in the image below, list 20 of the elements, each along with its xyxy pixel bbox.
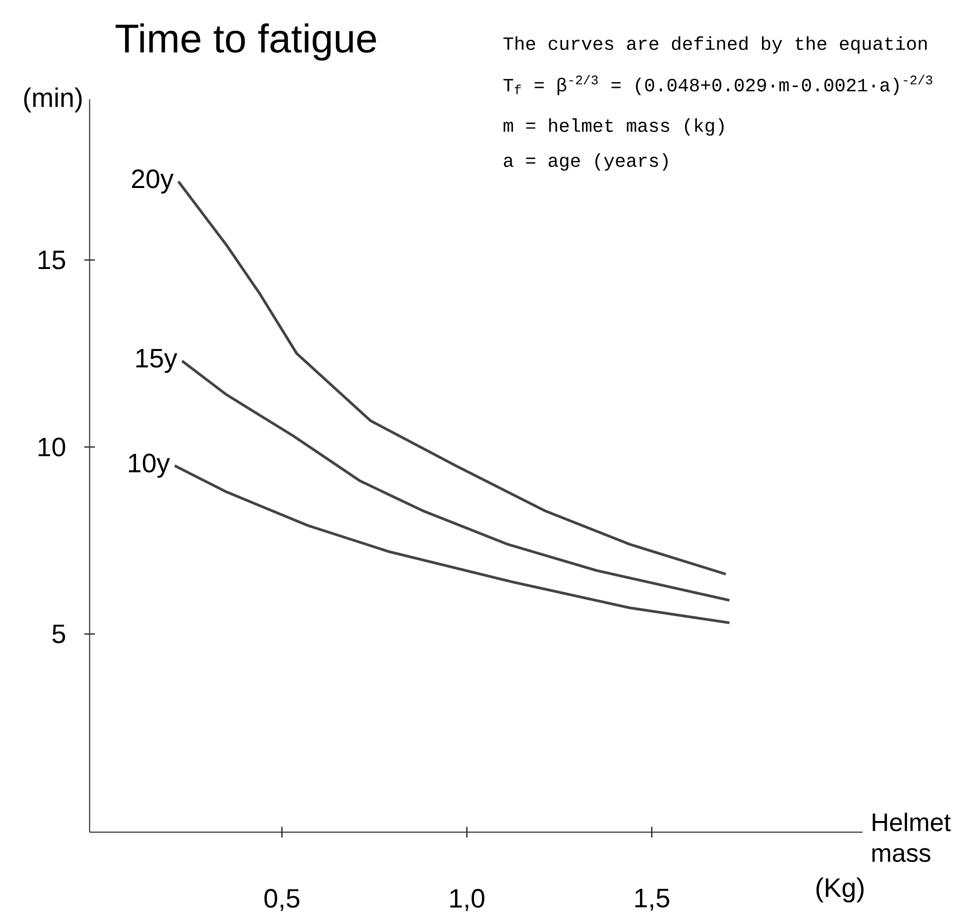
series-label: 15y bbox=[136, 349, 178, 373]
x-axis-title: Helmet mass bbox=[872, 812, 951, 862]
x-tick-label: 1,0 bbox=[450, 888, 484, 911]
line-series bbox=[180, 360, 731, 602]
chart-title: Time to fatigue bbox=[116, 23, 376, 61]
annotation: a = age (years) bbox=[504, 153, 668, 171]
text: T$_{f}$ = β$^{-2/3}$ = (0.048+0.029·m-0.0021·a)$^{-2/3}$ bbox=[503, 74, 932, 96]
series-label: 10y bbox=[128, 454, 170, 478]
y-tick-label: 10 bbox=[38, 438, 66, 456]
x-tick-label: 1,5 bbox=[635, 888, 670, 911]
x-tick-label: 0,5 bbox=[264, 888, 300, 911]
text: (Kg) bbox=[816, 878, 864, 902]
series-label: 20y bbox=[132, 169, 174, 194]
y-axis-title: (min) bbox=[24, 88, 82, 112]
y-tick-label: 15 bbox=[38, 250, 66, 270]
line-series bbox=[173, 464, 731, 624]
text: The curves are defined by the equation bbox=[503, 36, 927, 54]
annotation: m = helmet mass (kg) bbox=[504, 118, 724, 136]
line-series bbox=[177, 180, 728, 576]
y-tick-label: 5 bbox=[52, 624, 66, 644]
